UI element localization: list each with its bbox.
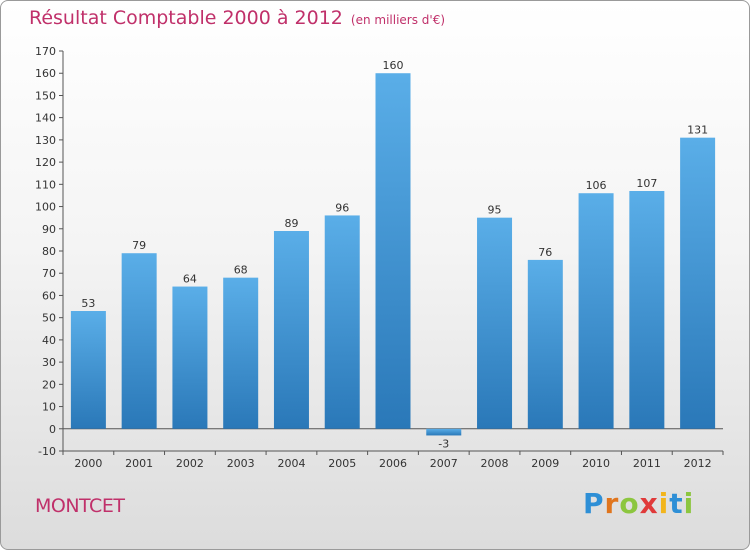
y-tick-label: 100 bbox=[35, 201, 56, 214]
x-tick-label: 2004 bbox=[277, 457, 305, 470]
title-unit: (en milliers d'€) bbox=[350, 13, 446, 27]
y-tick-label: 10 bbox=[42, 401, 56, 414]
data-label: 106 bbox=[586, 179, 607, 192]
bar bbox=[426, 428, 462, 436]
y-tick-label: 150 bbox=[35, 89, 56, 102]
bar bbox=[121, 253, 157, 429]
data-labels: 53 79 64 68 89 96 160 -3 95 76 106 107 131 bbox=[81, 59, 708, 450]
data-label: -3 bbox=[438, 437, 449, 450]
data-label: 107 bbox=[636, 177, 657, 190]
town-name: MONTCET bbox=[35, 495, 125, 517]
logo-letter: i bbox=[658, 487, 670, 520]
x-tick-label: 2007 bbox=[430, 457, 458, 470]
y-tick-label: 40 bbox=[42, 334, 56, 347]
data-label: 68 bbox=[234, 264, 248, 277]
y-tick-label: 160 bbox=[35, 67, 56, 80]
data-label: 131 bbox=[687, 124, 708, 137]
data-label: 53 bbox=[81, 297, 95, 310]
data-label: 96 bbox=[335, 201, 349, 214]
bar bbox=[172, 286, 208, 429]
y-tick-label: 20 bbox=[42, 378, 56, 391]
bar bbox=[578, 193, 614, 429]
data-label: 76 bbox=[538, 246, 552, 259]
data-label: 95 bbox=[488, 204, 502, 217]
y-tick-label: 30 bbox=[42, 356, 56, 369]
logo-letter: i bbox=[683, 487, 695, 520]
bar bbox=[477, 217, 513, 429]
bar bbox=[375, 73, 411, 429]
x-tick-label: 2012 bbox=[684, 457, 712, 470]
x-tick-label: 2008 bbox=[481, 457, 509, 470]
bar bbox=[223, 277, 259, 429]
x-tick-label: 2011 bbox=[633, 457, 661, 470]
y-tick-label: -10 bbox=[38, 445, 56, 458]
proxiti-logo: Proxiti bbox=[583, 487, 694, 520]
y-tick-label: 90 bbox=[42, 223, 56, 236]
logo-letter: t bbox=[669, 487, 684, 520]
data-label: 64 bbox=[183, 273, 197, 286]
x-tick-label: 2002 bbox=[176, 457, 204, 470]
chart-title: Résultat Comptable 2000 à 2012 (en millie… bbox=[29, 7, 445, 29]
x-tick-label: 2001 bbox=[125, 457, 153, 470]
logo-letter: r bbox=[604, 487, 620, 520]
y-tick-label: 140 bbox=[35, 112, 56, 125]
bars bbox=[70, 73, 716, 436]
x-tick-label: 2010 bbox=[582, 457, 610, 470]
logo-letter: P bbox=[583, 487, 605, 520]
y-tick-label: 170 bbox=[35, 45, 56, 58]
bar bbox=[629, 191, 665, 429]
y-tick-label: 0 bbox=[49, 423, 56, 436]
y-tick-label: 80 bbox=[42, 245, 56, 258]
y-tick-label: 50 bbox=[42, 312, 56, 325]
title-text: Résultat Comptable 2000 à 2012 bbox=[29, 7, 343, 29]
bar bbox=[680, 137, 716, 429]
data-label: 160 bbox=[383, 59, 404, 72]
x-tick-label: 2003 bbox=[227, 457, 255, 470]
bar bbox=[273, 231, 309, 429]
x-tick-label: 2005 bbox=[328, 457, 356, 470]
y-tick-label: 60 bbox=[42, 289, 56, 302]
y-tick-label: 130 bbox=[35, 134, 56, 147]
bar bbox=[527, 259, 563, 429]
x-tick-label: 2009 bbox=[531, 457, 559, 470]
x-tick-label: 2000 bbox=[74, 457, 102, 470]
y-tick-label: 120 bbox=[35, 156, 56, 169]
x-tick-label: 2006 bbox=[379, 457, 407, 470]
y-tick-label: 70 bbox=[42, 267, 56, 280]
bar bbox=[70, 311, 106, 429]
y-tick-label: 110 bbox=[35, 178, 56, 191]
data-label: 79 bbox=[132, 239, 146, 252]
bar bbox=[324, 215, 360, 429]
logo-letter: o bbox=[619, 487, 640, 520]
logo-letter: x bbox=[639, 487, 659, 520]
data-label: 89 bbox=[284, 217, 298, 230]
